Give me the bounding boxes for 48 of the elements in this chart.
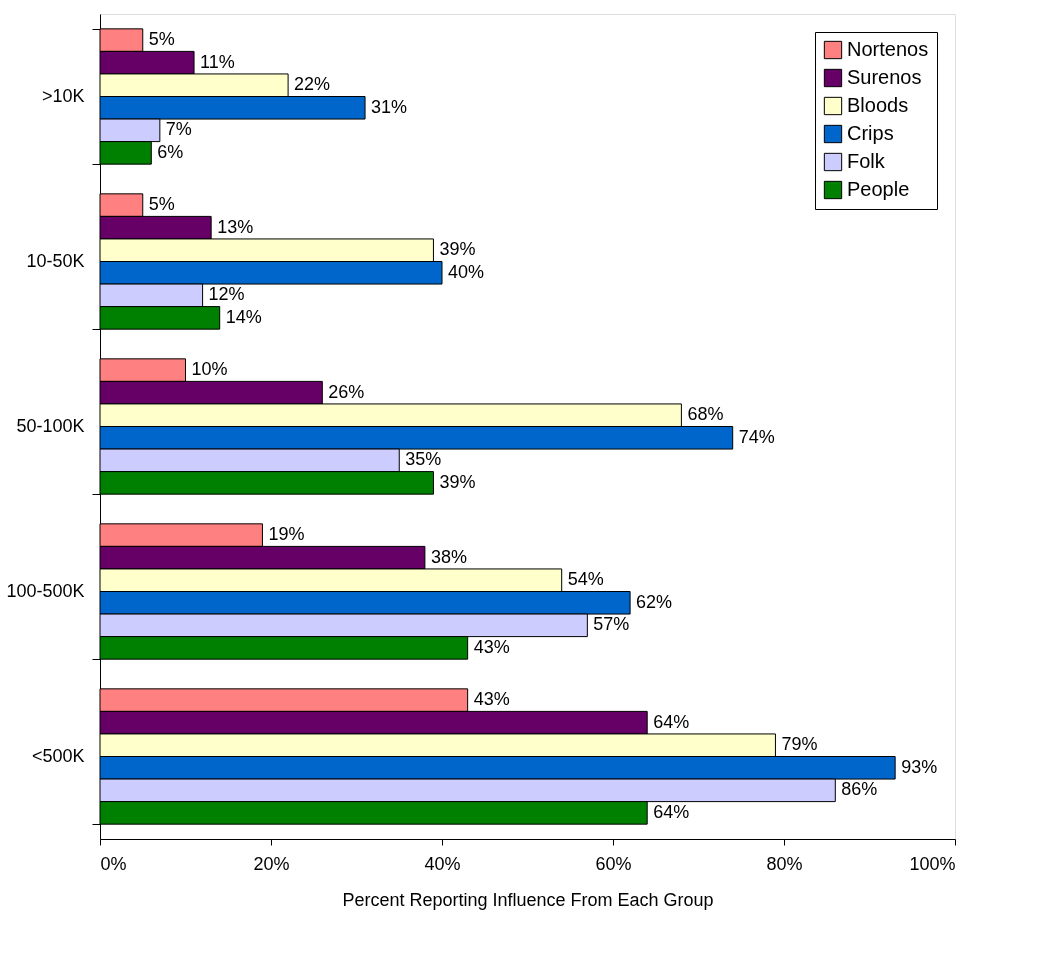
x-tick-label: 0% bbox=[100, 853, 127, 874]
data-label: 93% bbox=[901, 756, 938, 777]
legend-label: Surenos bbox=[847, 66, 922, 88]
data-label: 13% bbox=[217, 216, 254, 237]
y-tick-label: 50-100K bbox=[16, 416, 85, 436]
data-label: 5% bbox=[148, 29, 175, 50]
legend-label: People bbox=[847, 178, 910, 200]
data-label: 6% bbox=[157, 141, 184, 162]
data-label: 79% bbox=[781, 734, 818, 755]
data-label: 74% bbox=[738, 426, 775, 447]
data-label: 19% bbox=[268, 524, 305, 545]
x-axis-title: Percent Reporting Influence From Each Group bbox=[342, 889, 714, 910]
x-tick-label: 60% bbox=[595, 853, 632, 874]
data-label: 62% bbox=[636, 591, 673, 612]
data-label: 10% bbox=[191, 359, 228, 380]
data-label: 86% bbox=[841, 779, 878, 800]
data-label: 39% bbox=[439, 471, 476, 492]
x-tick-label: 20% bbox=[253, 853, 290, 874]
data-label: 43% bbox=[473, 636, 510, 657]
y-tick-label: >10K bbox=[41, 86, 85, 106]
data-label: 54% bbox=[567, 569, 604, 590]
data-label: 7% bbox=[165, 119, 192, 140]
x-tick-label: 100% bbox=[909, 853, 956, 874]
data-label: 31% bbox=[371, 96, 408, 117]
x-tick-label: 80% bbox=[766, 853, 803, 874]
legend-label: Crips bbox=[847, 122, 894, 144]
data-label: 26% bbox=[328, 381, 365, 402]
x-tick-label: 40% bbox=[424, 853, 461, 874]
data-label: 40% bbox=[448, 261, 485, 282]
data-label: 43% bbox=[473, 689, 510, 710]
data-label: 5% bbox=[148, 194, 175, 215]
legend-label: Folk bbox=[847, 150, 886, 172]
y-tick-label: <500K bbox=[31, 746, 85, 766]
data-label: 68% bbox=[687, 404, 724, 425]
y-tick-label: 10-50K bbox=[26, 251, 85, 271]
data-label: 39% bbox=[439, 239, 476, 260]
data-label: 11% bbox=[200, 51, 235, 72]
data-label: 35% bbox=[405, 449, 442, 470]
data-label: 22% bbox=[294, 74, 331, 95]
legend-label: Bloods bbox=[847, 94, 909, 116]
data-label: 64% bbox=[653, 711, 690, 732]
data-label: 57% bbox=[593, 614, 630, 635]
data-label: 12% bbox=[208, 284, 245, 305]
data-label: 14% bbox=[225, 306, 262, 327]
legend-label: Nortenos bbox=[847, 38, 929, 60]
data-label: 38% bbox=[430, 546, 467, 567]
y-tick-label: 100-500K bbox=[6, 581, 85, 601]
data-label: 64% bbox=[653, 801, 690, 822]
